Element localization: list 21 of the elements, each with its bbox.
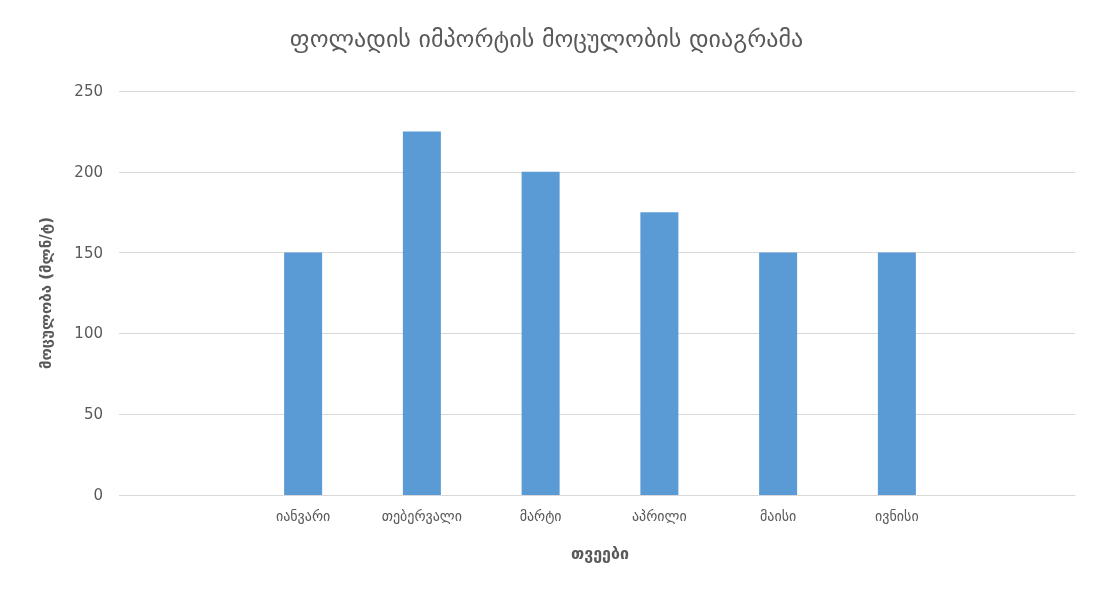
y-tick-label: 100	[74, 324, 103, 343]
bar	[284, 252, 323, 495]
chart-title: ფოლადის იმპორტის მოცულობის დიაგრამა	[289, 25, 804, 53]
x-tick-label: მარტი	[519, 508, 562, 524]
y-tick-label: 0	[93, 486, 103, 504]
y-tick-label: 150	[74, 243, 103, 262]
x-tick-label: მაისი	[760, 508, 797, 524]
y-tick-label: 200	[74, 162, 103, 181]
x-tick-label: იანვარი	[275, 508, 331, 524]
bar	[640, 212, 679, 495]
bar	[521, 171, 560, 495]
y-axis-title: მოცულობა (მლნ/ტ)	[36, 216, 55, 370]
y-tick-label: 250	[74, 82, 103, 100]
x-tick-label: აპრილი	[631, 508, 687, 524]
x-tick-label: ივნისი	[875, 508, 919, 524]
bar	[402, 131, 441, 495]
bar	[759, 252, 798, 495]
x-axis-title: თვეები	[570, 543, 630, 563]
x-tick-label: თებერვალი	[381, 508, 463, 524]
y-tick-label: 50	[83, 405, 103, 424]
bar	[877, 252, 916, 495]
